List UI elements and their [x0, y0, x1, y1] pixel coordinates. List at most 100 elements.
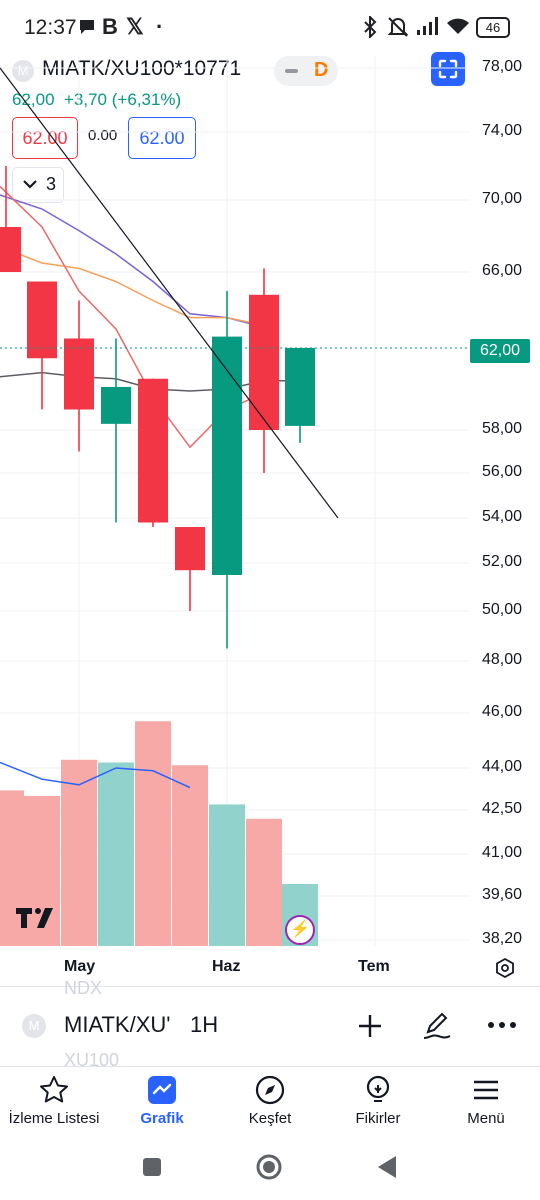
candle-body [212, 336, 242, 575]
symbol-bar-name[interactable]: MIATK/XU' [64, 1012, 171, 1037]
volume-bar [246, 818, 282, 946]
toggle-label: D [314, 59, 329, 81]
time-label-haz: Haz [212, 958, 241, 975]
price-axis-label: 48,00 [482, 651, 523, 668]
spread-value: 0.00 [88, 127, 118, 144]
fullscreen-button[interactable] [431, 52, 465, 86]
current-price-tag: 62,00 [470, 339, 530, 363]
price-change-line: 62,00 +3,70 (+6,31%) [12, 90, 181, 110]
price-axis-label: 66,00 [482, 262, 523, 279]
price-axis-label: 52,00 [482, 553, 523, 570]
volume-layer [0, 721, 318, 946]
last-price: 62,00 [12, 90, 55, 109]
price-axis-label: 54,00 [482, 508, 523, 525]
moving-average-line [0, 246, 265, 326]
interval-selector[interactable]: 1H [190, 1012, 219, 1037]
back-triangle-icon[interactable] [376, 1155, 398, 1179]
back-square-icon[interactable] [142, 1157, 162, 1177]
price-axis-label: 58,00 [482, 420, 523, 437]
mute-icon [387, 17, 409, 37]
candle-body [175, 527, 205, 571]
trendline [0, 67, 339, 519]
lightning-icon: ⚡ [290, 921, 310, 938]
candle-body [138, 378, 168, 523]
dot-icon: · [156, 14, 164, 39]
nav-chart[interactable]: Grafik [108, 1072, 216, 1136]
volume-bar [0, 790, 24, 946]
candle [285, 348, 315, 443]
ghost-symbol-above: NDX [64, 978, 103, 998]
price-axis-label: 38,20 [482, 930, 523, 947]
candle [212, 291, 242, 649]
lightbulb-icon [366, 1075, 390, 1102]
candle [138, 378, 168, 527]
price-axis-label: 39,60 [482, 886, 523, 903]
status-time: 12:37 [24, 16, 77, 39]
nav-watchlist[interactable]: İzleme Listesi [0, 1072, 108, 1136]
nav-label: Grafik [140, 1110, 184, 1127]
candle [27, 281, 57, 410]
candle [64, 300, 94, 452]
candle-body [249, 294, 279, 430]
candle [101, 338, 131, 523]
volume-bar [135, 721, 171, 946]
price-axis-label: 74,00 [482, 122, 523, 139]
minus-icon [285, 69, 298, 73]
candle [175, 527, 205, 611]
wifi-icon [447, 18, 469, 34]
price-axis-label: 50,00 [482, 601, 523, 618]
candle-body [285, 348, 315, 426]
volume-bar [98, 762, 134, 946]
chart-mode-toggle[interactable] [274, 56, 338, 86]
candle-body [0, 227, 21, 272]
price-axis-label: 44,00 [482, 758, 523, 775]
price-axis-label: 46,00 [482, 703, 523, 720]
bluetooth-icon [364, 16, 377, 38]
nav-label: Menü [467, 1110, 505, 1127]
compass-icon [255, 1075, 285, 1105]
nav-divider [0, 1066, 540, 1067]
nav-explore[interactable]: Keşfet [216, 1072, 324, 1136]
more-icon[interactable] [486, 1020, 518, 1030]
candle-layer [0, 166, 315, 649]
candle-body [101, 386, 131, 424]
time-label-tem: Tem [358, 958, 390, 975]
divider [0, 986, 540, 987]
price-axis-label: 56,00 [482, 463, 523, 480]
nav-label: İzleme Listesi [8, 1110, 100, 1127]
b-icon: B [102, 14, 118, 39]
chevron-down-icon [23, 180, 37, 189]
nav-ideas[interactable]: Fikirler [324, 1072, 432, 1136]
signal-icon [417, 17, 438, 35]
indicators-toggle[interactable] [12, 167, 64, 203]
symbol-bar-logo: M [22, 1014, 46, 1038]
home-circle-icon[interactable] [255, 1153, 283, 1181]
add-icon[interactable] [356, 1012, 384, 1040]
volume-bar [61, 759, 97, 946]
candle-body [27, 281, 57, 359]
price-axis-label: 78,00 [482, 58, 523, 75]
nav-label: Keşfet [248, 1110, 292, 1127]
menu-icon [474, 1080, 498, 1100]
volume-ma-line [0, 761, 191, 789]
ghost-symbol-below: XU100 [64, 1050, 120, 1070]
price-axis-label: 70,00 [482, 190, 523, 207]
candle [249, 268, 279, 473]
price-axis-label: 42,50 [482, 800, 523, 817]
chat-bubble-icon [80, 20, 94, 34]
candlestick-chart[interactable] [0, 0, 540, 950]
replay-button[interactable]: ⚡ [285, 915, 315, 945]
symbol-logo: M [12, 60, 34, 82]
price-axis-label: 41,00 [482, 844, 523, 861]
indicator-count: 3 [46, 174, 57, 194]
nav-menu[interactable]: Menü [432, 1072, 540, 1136]
chart-settings-icon[interactable] [494, 957, 516, 979]
price-change: +3,70 (+6,31%) [64, 90, 182, 109]
tradingview-logo [16, 908, 53, 928]
battery-indicator: 46 [476, 17, 510, 38]
star-icon [40, 1076, 68, 1103]
draw-pen-icon[interactable] [420, 1008, 454, 1042]
fullscreen-icon [438, 59, 458, 79]
chart-icon [148, 1076, 176, 1104]
buy-button[interactable]: 62.00 [128, 117, 196, 159]
